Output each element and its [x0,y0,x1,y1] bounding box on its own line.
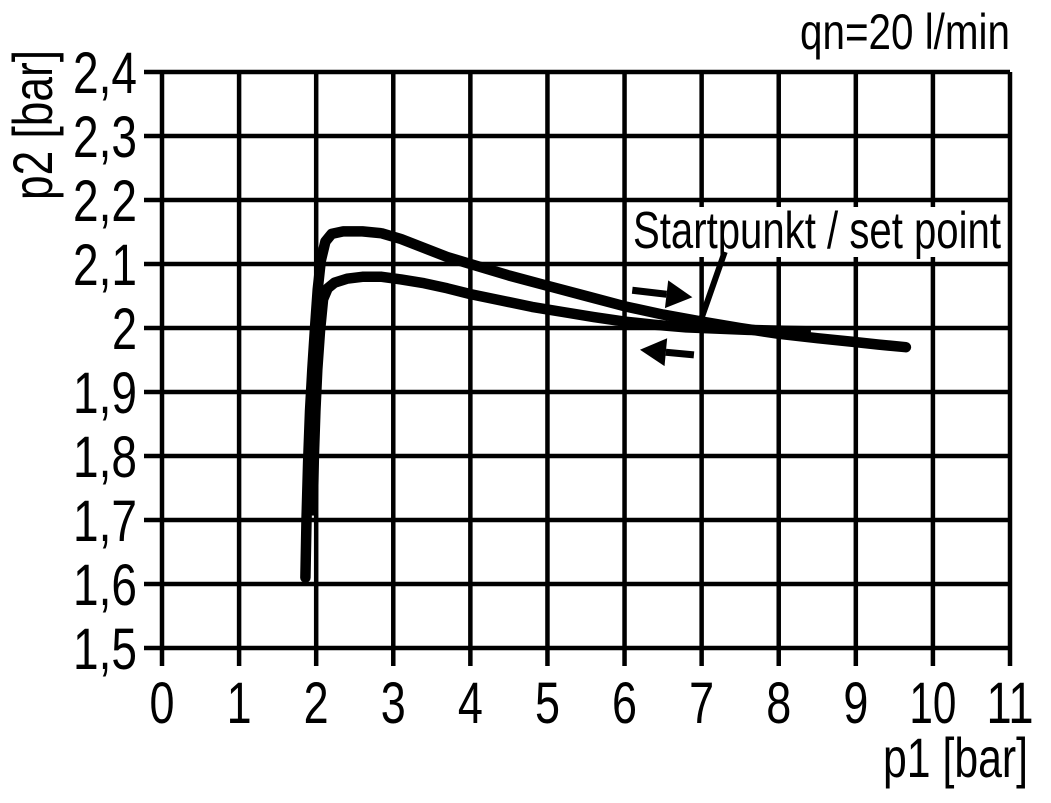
y-tick-label: 2,3 [73,105,137,170]
y-tick-label: 2,2 [73,169,137,234]
arrow-right-shaft [631,286,667,298]
leader-line [697,250,728,324]
set-point-leader-line [697,250,728,324]
pressure-curves [300,226,912,583]
x-tick-label: 8 [766,671,791,736]
arrow-left-head-icon [639,338,668,367]
x-tick-label: 0 [150,671,175,736]
flow-rate-label: qn=20 l/min [800,4,1010,60]
direction-arrows [631,280,695,367]
grid-lines [144,69,1013,666]
y-axis-label: p2 [bar] [1,50,64,200]
y-tick-label: 2 [112,297,137,362]
y-tick-label: 2,1 [73,233,137,298]
x-tick-label: 10 [909,671,956,736]
x-tick-label: 5 [535,671,560,736]
set-point-label: Startpunkt / set point [633,202,1001,260]
x-axis-label: p1 [bar] [883,726,1028,789]
x-tick-label: 4 [458,671,483,736]
x-axis-tick-labels: 0 1 2 3 4 5 6 7 8 9 10 11 [150,671,1034,736]
y-tick-label: 1,9 [73,361,137,426]
x-tick-label: 11 [987,671,1034,736]
curve-left [307,271,811,516]
set-point-label-background [628,207,1006,257]
y-tick-label: 1,7 [73,489,137,554]
y-axis-tick-labels: 2,42,32,22,121,91,81,71,61,5 [73,41,137,682]
x-tick-label: 7 [689,671,714,736]
y-tick-label: 1,5 [73,617,137,682]
x-tick-label: 9 [843,671,868,736]
arrow-left-shaft [665,348,695,359]
y-tick-label: 1,8 [73,425,137,490]
x-tick-label: 1 [227,671,252,736]
y-tick-label: 1,6 [73,553,137,618]
x-tick-label: 3 [381,671,406,736]
x-tick-label: 2 [304,671,329,736]
y-tick-label: 2,4 [73,41,137,106]
x-tick-label: 6 [612,671,637,736]
arrow-right-head-icon [664,280,693,309]
